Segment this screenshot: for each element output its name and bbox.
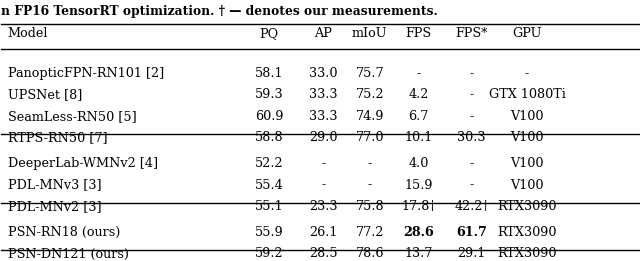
Text: 23.3: 23.3 (309, 200, 337, 213)
Text: -: - (525, 67, 529, 80)
Text: 59.2: 59.2 (255, 247, 284, 260)
Text: 4.0: 4.0 (408, 157, 429, 170)
Text: V100: V100 (510, 179, 544, 192)
Text: RTX3090: RTX3090 (497, 200, 557, 213)
Text: V100: V100 (510, 131, 544, 144)
Text: -: - (470, 179, 474, 192)
Text: 55.4: 55.4 (255, 179, 284, 192)
Text: -: - (417, 67, 421, 80)
Text: mIoU: mIoU (352, 27, 387, 40)
Text: V100: V100 (510, 157, 544, 170)
Text: 58.8: 58.8 (255, 131, 284, 144)
Text: 52.2: 52.2 (255, 157, 284, 170)
Text: -: - (321, 179, 325, 192)
Text: -: - (470, 88, 474, 102)
Text: 30.3: 30.3 (458, 131, 486, 144)
Text: PDL-MNv2 [3]: PDL-MNv2 [3] (8, 200, 101, 213)
Text: GPU: GPU (513, 27, 542, 40)
Text: RTX3090: RTX3090 (497, 226, 557, 239)
Text: FPS*: FPS* (456, 27, 488, 40)
Text: FPS: FPS (406, 27, 432, 40)
Text: 77.0: 77.0 (355, 131, 384, 144)
Text: 15.9: 15.9 (404, 179, 433, 192)
Text: PDL-MNv3 [3]: PDL-MNv3 [3] (8, 179, 101, 192)
Text: Model: Model (8, 27, 48, 40)
Text: PSN-DN121 (ours): PSN-DN121 (ours) (8, 247, 129, 260)
Text: 28.6: 28.6 (403, 226, 434, 239)
Text: AP: AP (314, 27, 332, 40)
Text: SeamLess-RN50 [5]: SeamLess-RN50 [5] (8, 110, 136, 123)
Text: 42.2†: 42.2† (454, 200, 489, 213)
Text: -: - (367, 179, 372, 192)
Text: 61.7: 61.7 (456, 226, 487, 239)
Text: 13.7: 13.7 (404, 247, 433, 260)
Text: 26.1: 26.1 (309, 226, 337, 239)
Text: 10.1: 10.1 (404, 131, 433, 144)
Text: 58.1: 58.1 (255, 67, 284, 80)
Text: 59.3: 59.3 (255, 88, 284, 102)
Text: 78.6: 78.6 (355, 247, 384, 260)
Text: DeeperLab-WMNv2 [4]: DeeperLab-WMNv2 [4] (8, 157, 158, 170)
Text: -: - (470, 110, 474, 123)
Text: V100: V100 (510, 110, 544, 123)
Text: 60.9: 60.9 (255, 110, 284, 123)
Text: -: - (367, 157, 372, 170)
Text: 75.7: 75.7 (355, 67, 384, 80)
Text: 75.8: 75.8 (355, 200, 384, 213)
Text: 29.0: 29.0 (309, 131, 337, 144)
Text: GTX 1080Ti: GTX 1080Ti (489, 88, 566, 102)
Text: 28.5: 28.5 (309, 247, 337, 260)
Text: 29.1: 29.1 (458, 247, 486, 260)
Text: 4.2: 4.2 (408, 88, 429, 102)
Text: -: - (321, 157, 325, 170)
Text: 75.2: 75.2 (355, 88, 384, 102)
Text: 55.1: 55.1 (255, 200, 284, 213)
Text: 17.8†: 17.8† (401, 200, 436, 213)
Text: 33.3: 33.3 (309, 110, 337, 123)
Text: UPSNet [8]: UPSNet [8] (8, 88, 82, 102)
Text: PQ: PQ (259, 27, 278, 40)
Text: -: - (470, 67, 474, 80)
Text: 74.9: 74.9 (355, 110, 384, 123)
Text: RTPS-RN50 [7]: RTPS-RN50 [7] (8, 131, 108, 144)
Text: 33.0: 33.0 (309, 67, 337, 80)
Text: n FP16 TensorRT optimization. † — denotes our measurements.: n FP16 TensorRT optimization. † — denote… (1, 5, 438, 18)
Text: RTX3090: RTX3090 (497, 247, 557, 260)
Text: 33.3: 33.3 (309, 88, 337, 102)
Text: 55.9: 55.9 (255, 226, 284, 239)
Text: PanopticFPN-RN101 [2]: PanopticFPN-RN101 [2] (8, 67, 164, 80)
Text: PSN-RN18 (ours): PSN-RN18 (ours) (8, 226, 120, 239)
Text: -: - (470, 157, 474, 170)
Text: 6.7: 6.7 (408, 110, 429, 123)
Text: 77.2: 77.2 (355, 226, 384, 239)
